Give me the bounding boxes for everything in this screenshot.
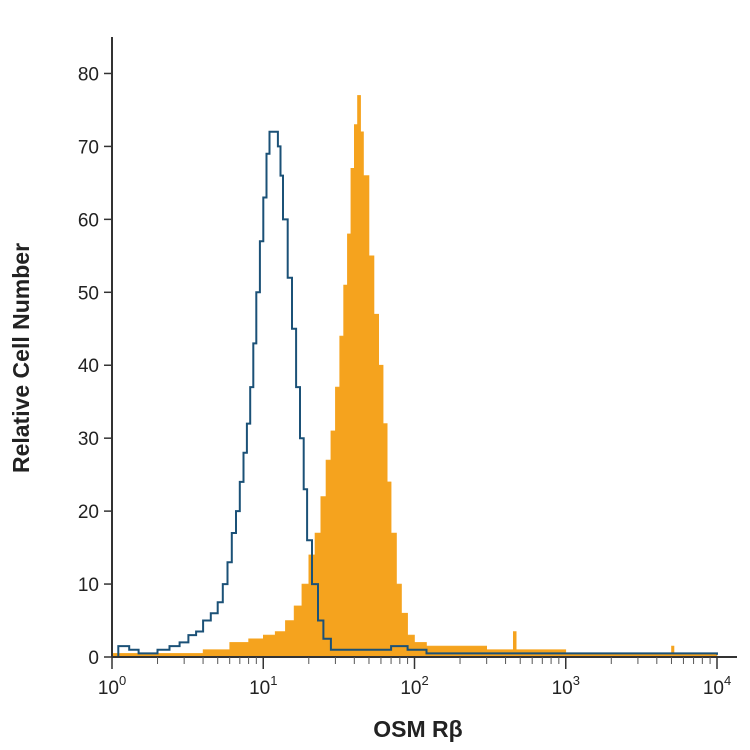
y-tick-label: 40 bbox=[78, 356, 99, 377]
y-tick-label: 70 bbox=[78, 137, 99, 158]
x-axis-title: OSM Rβ bbox=[373, 716, 462, 742]
ticks: 0 10 20 30 40 50 60 70 80 100 101 102 103 104 bbox=[78, 64, 731, 699]
y-tick-label: 80 bbox=[78, 64, 99, 85]
y-axis-title: Relative Cell Number bbox=[8, 243, 34, 473]
y-tick-label: 0 bbox=[88, 648, 99, 669]
x-tick-label: 101 bbox=[249, 673, 277, 699]
y-tick-label: 20 bbox=[78, 502, 99, 523]
series-outline-histogram bbox=[112, 130, 718, 658]
axes bbox=[111, 37, 737, 658]
x-tick-label: 104 bbox=[703, 673, 731, 699]
y-tick-label: 30 bbox=[78, 429, 99, 450]
x-tick-label: 100 bbox=[98, 673, 126, 699]
series-layer bbox=[111, 95, 718, 658]
y-tick-label: 10 bbox=[78, 575, 99, 596]
x-tick-label: 102 bbox=[400, 673, 428, 699]
series-filled-histogram bbox=[111, 95, 718, 658]
y-tick-label: 50 bbox=[78, 283, 99, 304]
y-tick-label: 60 bbox=[78, 210, 99, 231]
x-tick-label: 103 bbox=[552, 673, 580, 699]
